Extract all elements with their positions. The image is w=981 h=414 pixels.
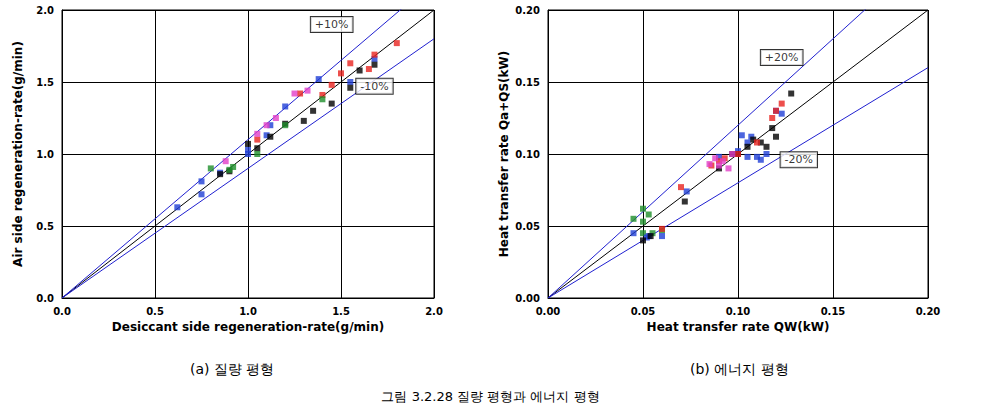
svg-text:0.05: 0.05 <box>515 221 540 232</box>
svg-text:1.5: 1.5 <box>36 77 54 88</box>
svg-text:1.0: 1.0 <box>239 306 257 317</box>
svg-text:0.0: 0.0 <box>53 306 71 317</box>
svg-text:0.5: 0.5 <box>146 306 164 317</box>
svg-text:0.05: 0.05 <box>631 306 656 317</box>
svg-text:+20%: +20% <box>765 51 799 64</box>
svg-text:Heat transfer rate Qa+QS(kW): Heat transfer rate Qa+QS(kW) <box>497 51 511 258</box>
svg-text:0.10: 0.10 <box>515 149 540 160</box>
svg-text:Desiccant side regeneration-ra: Desiccant side regeneration-rate(g/min) <box>112 320 384 334</box>
svg-text:Heat transfer rate QW(kW): Heat transfer rate QW(kW) <box>647 320 830 334</box>
svg-text:그림 3.2.28 질량 평형과 에너지 평형: 그림 3.2.28 질량 평형과 에너지 평형 <box>381 389 599 404</box>
svg-text:(a) 질량 평형: (a) 질량 평형 <box>190 361 274 377</box>
svg-text:0.20: 0.20 <box>916 306 941 317</box>
svg-text:(b) 에너지 평형: (b) 에너지 평형 <box>690 361 789 377</box>
svg-text:1.5: 1.5 <box>332 306 350 317</box>
svg-text:1.0: 1.0 <box>36 149 54 160</box>
svg-text:0.5: 0.5 <box>36 221 54 232</box>
svg-text:0.00: 0.00 <box>515 293 540 304</box>
svg-text:2.0: 2.0 <box>36 5 54 16</box>
svg-text:0.20: 0.20 <box>515 5 540 16</box>
svg-text:0.15: 0.15 <box>515 77 540 88</box>
svg-text:-10%: -10% <box>360 80 388 93</box>
svg-text:0.00: 0.00 <box>536 306 561 317</box>
svg-text:2.0: 2.0 <box>425 306 443 317</box>
svg-text:-20%: -20% <box>785 153 813 166</box>
svg-text:0.0: 0.0 <box>36 293 54 304</box>
svg-text:Air side regeneration-rate(g/m: Air side regeneration-rate(g/min) <box>11 41 25 267</box>
svg-text:0.15: 0.15 <box>821 306 846 317</box>
svg-text:+10%: +10% <box>315 18 349 31</box>
svg-text:0.10: 0.10 <box>726 306 751 317</box>
